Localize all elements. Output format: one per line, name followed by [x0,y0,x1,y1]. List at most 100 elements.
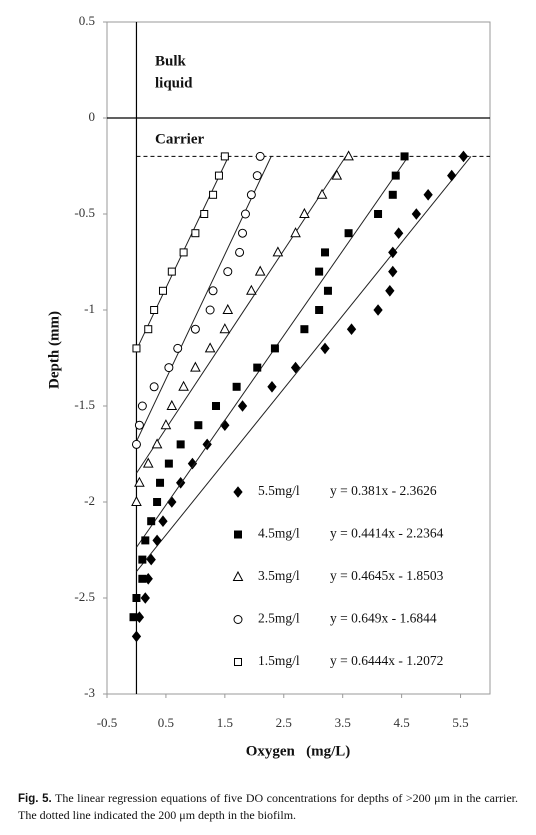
point [152,534,162,547]
x-tick-label: 2.5 [276,715,292,730]
legend-marker [233,486,243,498]
point [320,342,330,355]
legend-equation: y = 0.381x - 2.3626 [330,483,437,498]
x-tick-label: 4.5 [393,715,409,730]
legend-equation: y = 0.4645x - 1.8503 [330,568,444,583]
point [385,284,395,297]
point [411,208,421,220]
legend-marker [233,615,243,624]
point [190,324,200,334]
point [315,267,324,276]
point [253,363,262,372]
point [129,613,138,622]
point [267,380,277,393]
point [202,438,212,451]
point [205,305,215,315]
point [179,248,188,257]
point [194,421,203,430]
point [344,229,353,238]
point [343,150,354,161]
chart: Depth (mm) Oxygen (mg/L) 0.5 0 -0.5 -1 -1.5 -… [46,13,491,759]
y-tick-label: 0.5 [79,13,95,28]
point [219,323,231,334]
y-tick-label: -0.5 [74,205,95,220]
point [331,169,343,180]
point [146,553,156,566]
x-tick-label: 3.5 [335,715,351,730]
point [272,246,284,257]
point [147,517,156,526]
point [158,515,168,528]
legend-label: 3.5mg/l [258,568,300,583]
point [252,171,262,181]
point [373,304,383,316]
point [204,342,216,353]
point [150,306,159,314]
point [423,188,433,201]
point [238,228,248,238]
point [158,286,167,295]
x-axis-title: Oxygen (mg/L) [246,743,351,759]
point [138,574,147,583]
point [290,361,301,374]
legend-equation: y = 0.649x - 1.6844 [330,611,437,626]
point [458,150,469,163]
y-tick-label: -3 [84,685,95,700]
plot-frame [106,21,491,695]
point [144,325,153,334]
point [391,171,400,180]
point [190,361,201,372]
point [237,400,248,412]
point [132,594,141,602]
point [187,457,198,470]
figure-caption: Fig. 5. The linear regression equations … [18,790,518,823]
point [131,495,142,506]
point [388,190,397,199]
point [167,267,176,276]
y-tick-label: -2 [84,493,95,508]
point [160,419,172,430]
point [134,476,145,487]
regression-line [136,156,472,572]
point [212,402,221,410]
point [222,303,234,314]
point [131,630,142,643]
point [270,344,279,353]
y-tick-label: -1.5 [74,397,95,412]
point [400,152,409,161]
legend-marker [234,530,242,539]
y-axis-title: Depth (mm) [46,311,62,389]
point [166,399,178,410]
caption-label: Fig. 5. [18,793,52,805]
point [141,536,150,545]
legend-label: 4.5mg/l [258,526,300,541]
legend-label: 1.5mg/l [258,653,300,668]
x-tick-label: 5.5 [452,715,468,730]
legend-label: 5.5mg/l [258,483,300,498]
point [299,207,310,218]
point [220,152,229,161]
point [164,363,174,373]
point [323,286,332,295]
point [315,306,324,314]
x-tick-label: 0.5 [158,715,174,730]
point [138,555,147,564]
point [173,343,183,353]
point [300,325,309,334]
point [191,229,200,238]
legend-marker [232,570,244,581]
point [246,284,257,295]
point [167,496,177,508]
point [208,286,218,296]
point [232,382,241,391]
point [447,169,457,182]
point [316,188,328,199]
legend-marker [234,658,242,666]
point [394,227,404,240]
point [374,210,383,218]
point [178,380,189,391]
y-tick-label: -2.5 [74,589,95,604]
point [240,209,250,219]
point [214,171,223,180]
